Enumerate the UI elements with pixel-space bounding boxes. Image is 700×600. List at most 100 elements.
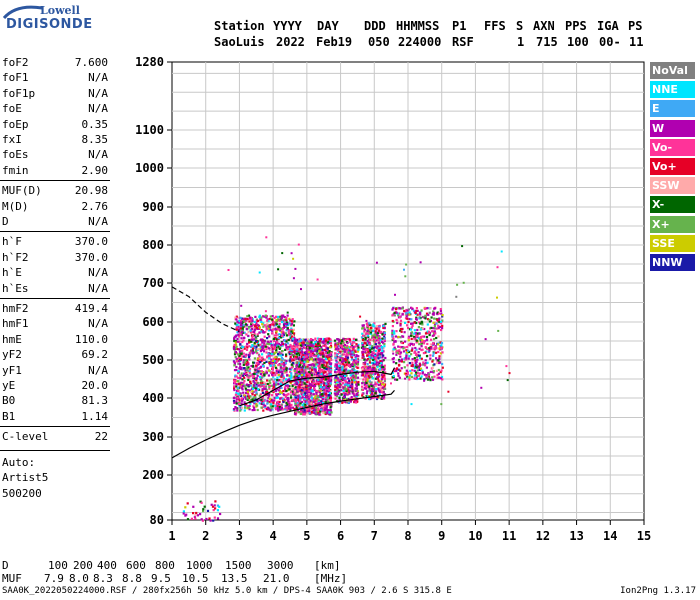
echo-point xyxy=(323,384,326,387)
echo-point xyxy=(240,381,243,384)
echo-point xyxy=(253,357,256,360)
param-row: h`F2 370.0 xyxy=(2,251,108,266)
echo-point xyxy=(277,345,280,348)
echo-point xyxy=(270,378,273,381)
echo-point xyxy=(294,398,297,401)
echo-point xyxy=(242,391,245,394)
echo-point xyxy=(310,374,313,377)
echo-point xyxy=(281,408,284,411)
echo-point xyxy=(363,330,366,333)
echo-point xyxy=(351,348,354,351)
echo-point xyxy=(282,362,285,365)
echo-point xyxy=(335,359,338,362)
echo-point xyxy=(414,365,417,368)
echo-point xyxy=(240,397,243,400)
param-label: foF1 xyxy=(2,71,29,85)
echo-point xyxy=(344,349,347,352)
echo-point xyxy=(416,377,419,380)
echo-point xyxy=(248,396,251,399)
echo-point xyxy=(429,370,432,373)
echo-point xyxy=(240,352,243,355)
echo-point xyxy=(311,344,314,347)
echo-point xyxy=(415,364,418,367)
x-tick-label: 11 xyxy=(502,529,516,543)
echo-point xyxy=(343,379,346,382)
echo-point xyxy=(300,350,303,353)
echo-point xyxy=(344,355,347,358)
echo-point xyxy=(406,309,409,312)
echo-point xyxy=(246,361,249,364)
echo-point xyxy=(274,360,277,363)
echo-point xyxy=(292,337,295,341)
echo-point xyxy=(287,407,290,410)
echo-point xyxy=(264,404,267,407)
echo-point xyxy=(370,365,373,368)
echo-point xyxy=(302,383,305,386)
echo-point xyxy=(354,381,357,384)
echo-point xyxy=(324,342,327,345)
echo-point xyxy=(345,359,348,362)
echo-point xyxy=(308,363,311,367)
echo-point xyxy=(405,308,408,312)
echo-point xyxy=(289,343,292,347)
echo-point xyxy=(261,391,264,394)
echo-point xyxy=(374,357,377,361)
echo-point xyxy=(303,364,305,367)
echo-point xyxy=(322,396,325,399)
echo-point xyxy=(327,394,331,397)
echo-point xyxy=(372,346,375,349)
echo-point xyxy=(439,371,442,374)
echo-point xyxy=(374,354,377,358)
echo-point xyxy=(436,318,439,321)
echo-point xyxy=(391,349,394,353)
echo-point xyxy=(329,408,332,411)
echo-point xyxy=(257,348,260,351)
echo-point xyxy=(394,335,397,338)
echo-point xyxy=(323,369,326,372)
echo-point xyxy=(284,378,288,381)
echo-point xyxy=(382,383,385,386)
echo-point xyxy=(240,304,243,307)
echo-point xyxy=(314,394,317,398)
echo-point xyxy=(419,322,422,325)
echo-point xyxy=(380,378,383,381)
echo-point xyxy=(291,384,294,388)
echo-point xyxy=(344,379,347,382)
echo-point xyxy=(288,385,291,388)
echo-point xyxy=(294,340,297,343)
header-label-s: S xyxy=(516,19,524,33)
echo-point xyxy=(415,376,418,379)
echo-point xyxy=(234,347,237,350)
echo-point xyxy=(441,324,444,327)
echo-point xyxy=(234,322,237,325)
echo-point xyxy=(413,321,416,324)
echo-point xyxy=(328,360,331,363)
echo-point xyxy=(259,373,262,376)
echo-point xyxy=(413,374,417,377)
echo-point xyxy=(205,517,208,521)
echo-point xyxy=(272,339,276,343)
echo-point xyxy=(366,353,369,356)
echo-point xyxy=(362,353,365,356)
echo-point xyxy=(299,347,302,350)
echo-point xyxy=(420,309,423,312)
echo-point xyxy=(401,341,404,345)
echo-point xyxy=(255,371,259,374)
echo-point xyxy=(262,315,265,318)
echo-point xyxy=(263,373,266,376)
echo-point xyxy=(291,339,294,342)
y-tick-label: 1280 xyxy=(135,55,164,69)
param-row: hmF2 419.4 xyxy=(2,302,108,317)
echo-point xyxy=(274,407,277,410)
echo-point xyxy=(311,354,314,357)
echo-point xyxy=(254,388,258,391)
echo-point xyxy=(395,330,398,333)
echo-point xyxy=(310,363,313,366)
echo-point xyxy=(351,358,354,361)
echo-point xyxy=(275,356,278,359)
echo-point xyxy=(321,352,324,355)
echo-point xyxy=(327,339,330,342)
echo-point xyxy=(301,360,304,363)
echo-point xyxy=(308,389,311,392)
echo-point xyxy=(505,365,508,368)
